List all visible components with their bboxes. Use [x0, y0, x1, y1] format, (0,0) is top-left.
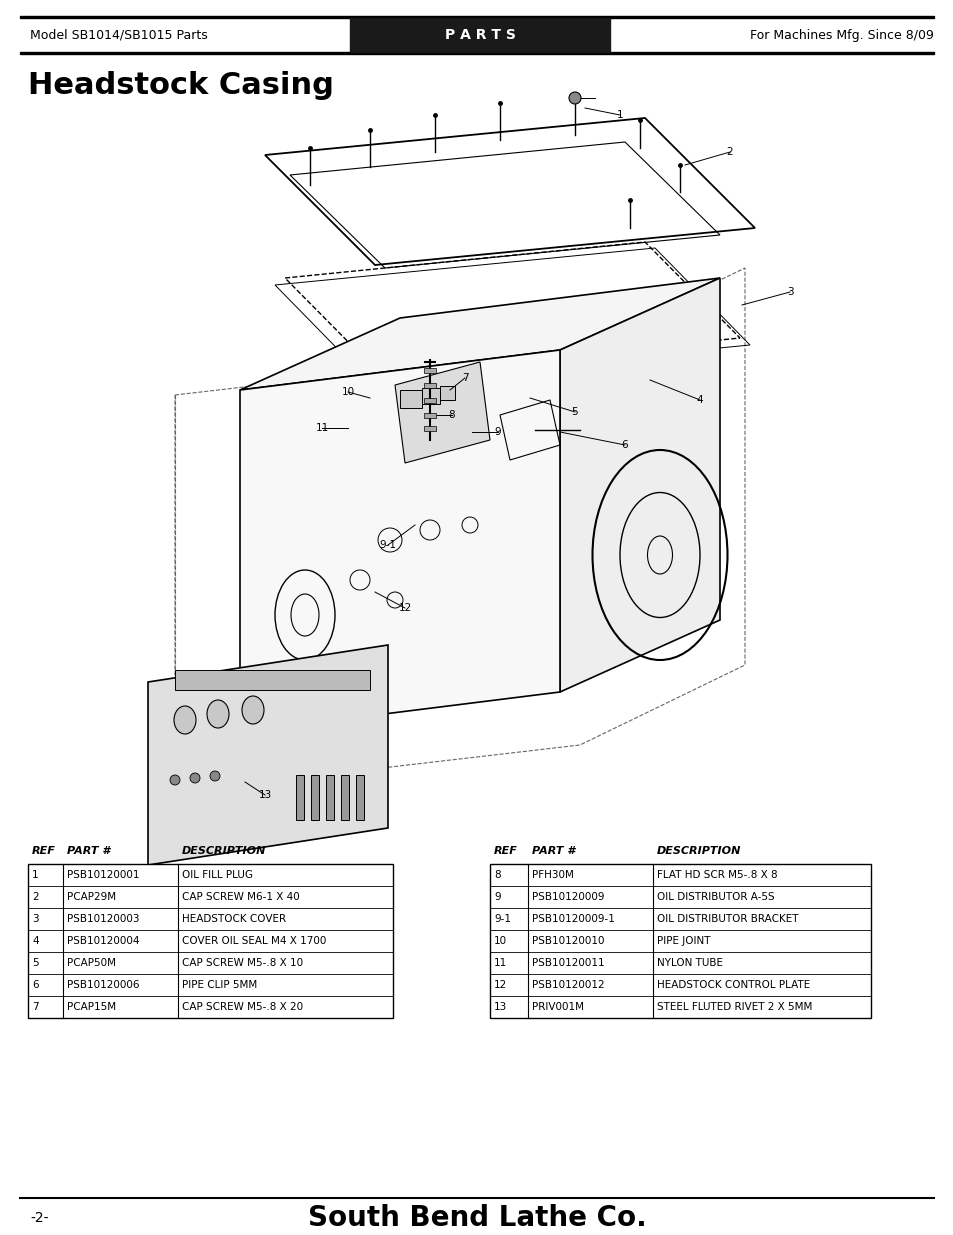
Text: 10: 10	[341, 387, 355, 396]
Text: 1: 1	[616, 110, 622, 120]
Bar	[326, 776, 334, 820]
Text: PSB10120011: PSB10120011	[532, 958, 604, 968]
Text: COVER OIL SEAL M4 X 1700: COVER OIL SEAL M4 X 1700	[182, 936, 326, 946]
Bar	[423, 398, 436, 403]
Text: 9-1: 9-1	[494, 914, 511, 924]
Text: OIL DISTRIBUTOR A-5S: OIL DISTRIBUTOR A-5S	[657, 892, 774, 902]
Text: PSB10120001: PSB10120001	[67, 869, 139, 881]
Circle shape	[170, 776, 180, 785]
Text: PSB10120010: PSB10120010	[532, 936, 604, 946]
Text: 13: 13	[494, 1002, 507, 1011]
Bar	[20, 16, 933, 19]
Text: PART #: PART #	[532, 846, 575, 856]
Text: OIL FILL PLUG: OIL FILL PLUG	[182, 869, 253, 881]
Text: PSB10120009: PSB10120009	[532, 892, 604, 902]
Text: South Bend Lathe Co.: South Bend Lathe Co.	[307, 1204, 646, 1233]
Text: 7: 7	[461, 373, 468, 383]
Polygon shape	[148, 645, 388, 864]
Bar	[355, 776, 364, 820]
Text: DESCRIPTION: DESCRIPTION	[182, 846, 266, 856]
Text: PSB10120006: PSB10120006	[67, 981, 139, 990]
Text: 2: 2	[32, 892, 38, 902]
Text: PSB10120004: PSB10120004	[67, 936, 139, 946]
Text: Model SB1014/SB1015 Parts: Model SB1014/SB1015 Parts	[30, 28, 208, 42]
Text: 10: 10	[494, 936, 507, 946]
Bar	[423, 383, 436, 388]
Text: PFH30M: PFH30M	[532, 869, 574, 881]
Text: REF: REF	[32, 846, 56, 856]
Text: 8: 8	[494, 869, 500, 881]
Text: CAP SCREW M5-.8 X 20: CAP SCREW M5-.8 X 20	[182, 1002, 303, 1011]
Text: 4: 4	[32, 936, 38, 946]
Text: PCAP29M: PCAP29M	[67, 892, 116, 902]
Polygon shape	[559, 278, 720, 692]
Text: 6: 6	[621, 440, 628, 450]
Text: PCAP50M: PCAP50M	[67, 958, 116, 968]
Text: PART #: PART #	[67, 846, 110, 856]
Text: Headstock Casing: Headstock Casing	[28, 70, 334, 100]
Text: 1: 1	[32, 869, 38, 881]
Text: PIPE JOINT: PIPE JOINT	[657, 936, 710, 946]
Text: 3: 3	[786, 287, 793, 296]
Polygon shape	[240, 350, 559, 732]
Text: 12: 12	[398, 603, 411, 613]
Bar	[423, 426, 436, 431]
Text: DESCRIPTION: DESCRIPTION	[657, 846, 740, 856]
Circle shape	[190, 773, 200, 783]
Text: 9: 9	[495, 427, 500, 437]
Bar	[439, 387, 455, 400]
Text: NYLON TUBE: NYLON TUBE	[657, 958, 722, 968]
Text: 2: 2	[726, 147, 733, 157]
Text: REF: REF	[494, 846, 517, 856]
Polygon shape	[240, 278, 720, 390]
Text: 13: 13	[258, 790, 272, 800]
Bar	[350, 19, 609, 52]
Bar	[423, 412, 436, 417]
Text: For Machines Mfg. Since 8/09: For Machines Mfg. Since 8/09	[749, 28, 933, 42]
Text: PRIV001M: PRIV001M	[532, 1002, 583, 1011]
Text: STEEL FLUTED RIVET 2 X 5MM: STEEL FLUTED RIVET 2 X 5MM	[657, 1002, 812, 1011]
Bar	[174, 671, 370, 690]
Bar	[311, 776, 318, 820]
Text: 11: 11	[494, 958, 507, 968]
Text: 9-1: 9-1	[379, 540, 396, 550]
Text: 5: 5	[32, 958, 38, 968]
Text: 3: 3	[32, 914, 38, 924]
Text: CAP SCREW M6-1 X 40: CAP SCREW M6-1 X 40	[182, 892, 299, 902]
Bar	[423, 368, 436, 373]
Text: 7: 7	[32, 1002, 38, 1011]
Bar	[340, 776, 349, 820]
Bar	[20, 52, 933, 54]
Ellipse shape	[173, 706, 195, 734]
Text: 4: 4	[696, 395, 702, 405]
Text: 9: 9	[494, 892, 500, 902]
Text: HEADSTOCK CONTROL PLATE: HEADSTOCK CONTROL PLATE	[657, 981, 809, 990]
Text: 12: 12	[494, 981, 507, 990]
Circle shape	[568, 91, 580, 104]
Ellipse shape	[242, 697, 264, 724]
Text: PSB10120009-1: PSB10120009-1	[532, 914, 615, 924]
Text: -2-: -2-	[30, 1212, 49, 1225]
Polygon shape	[395, 362, 490, 463]
Bar	[399, 390, 421, 408]
Text: 6: 6	[32, 981, 38, 990]
Text: FLAT HD SCR M5-.8 X 8: FLAT HD SCR M5-.8 X 8	[657, 869, 777, 881]
Circle shape	[210, 771, 220, 781]
Bar	[421, 388, 439, 404]
Text: PSB10120012: PSB10120012	[532, 981, 604, 990]
Bar	[490, 864, 870, 1018]
Text: CAP SCREW M5-.8 X 10: CAP SCREW M5-.8 X 10	[182, 958, 303, 968]
Text: 11: 11	[315, 424, 328, 433]
Text: PSB10120003: PSB10120003	[67, 914, 139, 924]
Bar	[28, 864, 393, 1018]
Text: HEADSTOCK COVER: HEADSTOCK COVER	[182, 914, 286, 924]
Text: 5: 5	[571, 408, 578, 417]
Text: PCAP15M: PCAP15M	[67, 1002, 116, 1011]
Text: 8: 8	[448, 410, 455, 420]
Text: PIPE CLIP 5MM: PIPE CLIP 5MM	[182, 981, 257, 990]
Text: OIL DISTRIBUTOR BRACKET: OIL DISTRIBUTOR BRACKET	[657, 914, 798, 924]
Text: P A R T S: P A R T S	[444, 28, 515, 42]
Ellipse shape	[207, 700, 229, 727]
Bar	[295, 776, 304, 820]
